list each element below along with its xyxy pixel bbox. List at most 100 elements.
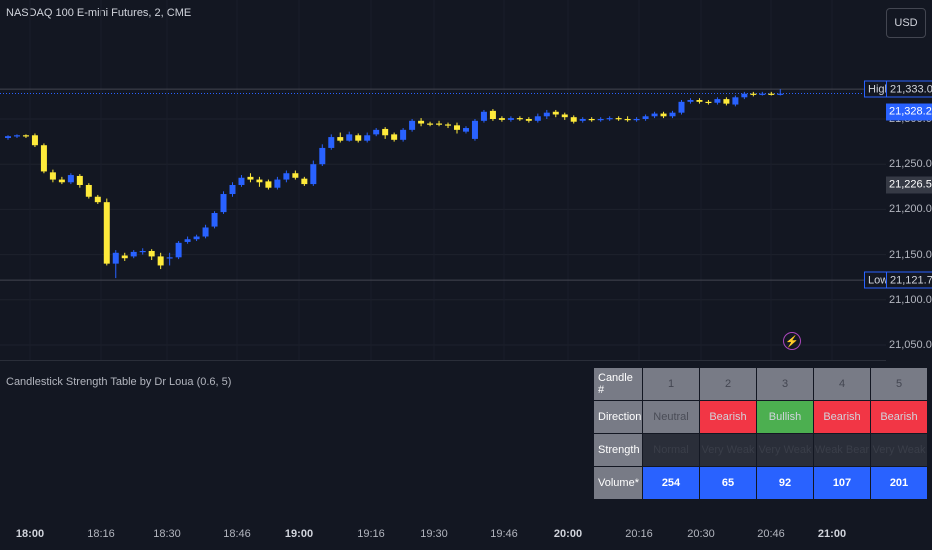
candle-body [462, 128, 469, 132]
candle-body [184, 239, 191, 242]
candle-body [373, 129, 380, 135]
candle-body [723, 99, 730, 104]
price-tick-label: 21,150.00 [889, 248, 932, 261]
candle-body [292, 173, 299, 178]
volume-cell: 107 [813, 466, 871, 500]
candle-body [445, 124, 452, 126]
candle-body [319, 147, 326, 165]
candle-body [615, 118, 622, 120]
volume-cell: 92 [756, 466, 814, 500]
candle-body [202, 227, 209, 237]
candle-body [337, 137, 344, 141]
low-level-label: Low [864, 271, 893, 289]
currency-button[interactable]: USD [886, 8, 926, 38]
pane-divider[interactable] [0, 360, 886, 361]
candle-number: 1 [642, 367, 700, 401]
lightning-icon[interactable]: ⚡ [783, 332, 801, 350]
price-tick-label: 21,200.00 [889, 203, 932, 216]
candle-body [534, 116, 541, 121]
strength-cell: Very Weak [699, 433, 757, 467]
candle-body [768, 93, 775, 95]
candle-body [489, 110, 496, 119]
candle-body [606, 118, 613, 120]
candle-body [642, 116, 649, 119]
candle-body [696, 100, 703, 102]
candle-body [400, 129, 407, 140]
candle-body [579, 119, 586, 121]
strength-cell: Weak Bear [813, 433, 871, 467]
candle-body [759, 93, 766, 95]
candle-body [76, 175, 83, 185]
candle-body [211, 213, 218, 227]
candle-body [588, 119, 595, 121]
candle-body [94, 196, 101, 203]
direction-cell: Bullish [756, 400, 814, 434]
candle-body [346, 134, 353, 141]
candle-body [454, 125, 460, 130]
direction-cell: Bearish [870, 400, 928, 434]
price-tick-label: 21,050.00 [889, 339, 932, 351]
candle-body [175, 242, 182, 258]
candle-body [597, 119, 604, 121]
candle-body [750, 93, 757, 95]
crosshair-price-tag: 21,226.50 [886, 176, 932, 194]
price-chart[interactable] [0, 0, 886, 360]
candle-body [480, 111, 487, 121]
candle-body [427, 123, 434, 125]
candle-body [660, 113, 667, 117]
candle-body [256, 179, 263, 183]
candle-body [229, 184, 236, 195]
candle-body [552, 111, 559, 115]
candle-body [633, 119, 640, 121]
candle-number: 4 [813, 367, 871, 401]
candle-body [58, 179, 65, 183]
row-header-volume: Volume* [593, 466, 643, 500]
candle-body [732, 97, 739, 105]
candle-body [678, 101, 685, 113]
candle-body [247, 176, 254, 180]
candle-body [471, 120, 478, 139]
candle-body [301, 178, 308, 185]
time-tick-label: 19:16 [357, 528, 385, 540]
time-tick-label: 19:46 [490, 528, 518, 540]
direction-cell: Bearish [699, 400, 757, 434]
time-tick-label: 20:00 [553, 528, 583, 540]
candle-body [22, 135, 29, 137]
table-row-strength: Strength Normal Very Weak Very Weak Weak… [593, 433, 928, 467]
candle-body [409, 120, 416, 130]
price-tick-label: 21,250.00 [889, 158, 932, 171]
last-price-tag: 21,328.25 [886, 103, 932, 121]
candle-body [265, 181, 272, 188]
candle-body [651, 113, 658, 117]
time-tick-label: 20:16 [625, 528, 653, 540]
candle-body [516, 118, 523, 120]
candle-body [274, 179, 281, 188]
row-header-candle: Candle # [593, 367, 643, 401]
candle-body [112, 252, 119, 264]
candle-number: 5 [870, 367, 928, 401]
time-tick-label: 19:00 [284, 528, 314, 540]
candle-body [436, 123, 443, 125]
candle-body [525, 119, 532, 121]
candle-body [741, 93, 748, 98]
candle-body [391, 134, 398, 140]
candle-body [669, 112, 676, 117]
price-tick-label: 21,100.00 [889, 293, 932, 306]
time-axis[interactable]: 18:00 18:16 18:30 18:46 19:00 19:16 19:30 19:46… [0, 520, 886, 550]
table-row-direction: Direction Neutral Bearish Bullish Bearis… [593, 400, 928, 434]
candle-body [624, 119, 631, 121]
candle-body [570, 117, 577, 122]
volume-cell: 201 [870, 466, 928, 500]
candle-body [498, 118, 505, 120]
candle-body [40, 145, 47, 172]
candle-strength-table: Candle # 1 2 3 4 5 Direction Neutral Bea… [593, 367, 928, 500]
time-tick-label: 21:00 [817, 528, 847, 540]
candle-body [561, 114, 568, 118]
high-price-tag: 21,333.00 [886, 80, 932, 98]
candle-body [220, 194, 227, 213]
candle-body [507, 118, 514, 120]
candle-body [418, 120, 425, 124]
candle-body [193, 236, 200, 240]
table-row-candle: Candle # 1 2 3 4 5 [593, 367, 928, 401]
candle-body [13, 135, 20, 137]
